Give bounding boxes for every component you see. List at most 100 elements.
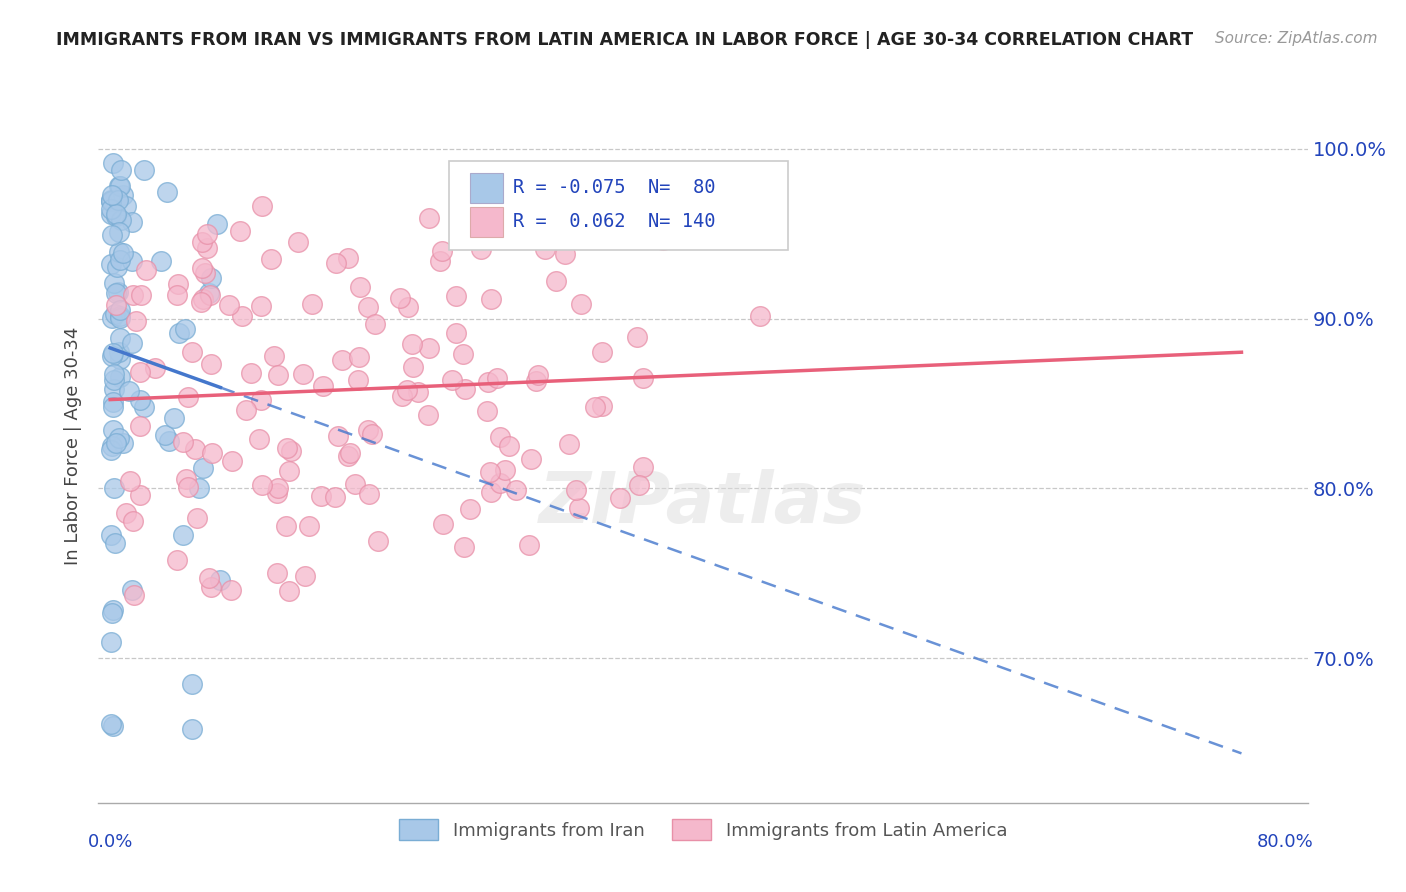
Point bbox=[105, 436, 128, 450]
Point bbox=[235, 402, 257, 417]
Bar bbox=[470, 173, 503, 203]
Point bbox=[432, 517, 454, 532]
Point bbox=[231, 309, 253, 323]
Point bbox=[191, 261, 214, 276]
Point bbox=[347, 350, 370, 364]
Point bbox=[105, 297, 128, 311]
Point bbox=[200, 287, 222, 301]
Point bbox=[105, 207, 128, 221]
Point bbox=[103, 276, 125, 290]
Point bbox=[128, 365, 150, 379]
Point bbox=[357, 300, 380, 314]
Point bbox=[121, 214, 143, 228]
Point bbox=[166, 553, 188, 567]
Point bbox=[186, 510, 208, 524]
Point bbox=[291, 367, 314, 381]
Point bbox=[249, 393, 271, 408]
Point bbox=[181, 722, 204, 736]
Point bbox=[108, 331, 131, 345]
Point bbox=[266, 485, 288, 500]
Point bbox=[239, 366, 262, 380]
Point bbox=[101, 187, 124, 202]
Point bbox=[219, 582, 242, 597]
Point bbox=[103, 156, 125, 170]
Point bbox=[121, 583, 143, 598]
Point bbox=[201, 446, 224, 460]
Point bbox=[193, 266, 215, 280]
Point bbox=[568, 501, 591, 516]
Point bbox=[454, 382, 477, 396]
Point bbox=[129, 287, 152, 301]
Point bbox=[100, 202, 122, 216]
FancyBboxPatch shape bbox=[449, 161, 787, 250]
Point bbox=[451, 347, 474, 361]
Point bbox=[430, 244, 453, 258]
Point bbox=[191, 461, 214, 475]
Point bbox=[541, 232, 564, 246]
Point bbox=[357, 424, 380, 438]
Point bbox=[349, 280, 371, 294]
Point bbox=[548, 188, 571, 202]
Point bbox=[101, 227, 124, 242]
Point bbox=[396, 300, 419, 314]
Point bbox=[100, 635, 122, 649]
Point bbox=[364, 317, 387, 331]
Point bbox=[110, 213, 132, 227]
Point bbox=[418, 341, 440, 355]
Point bbox=[104, 307, 127, 321]
Point bbox=[195, 241, 218, 255]
Point bbox=[440, 373, 463, 387]
Point bbox=[153, 428, 176, 442]
Point bbox=[100, 717, 122, 731]
Point bbox=[470, 242, 492, 256]
Point bbox=[247, 432, 270, 446]
Point bbox=[221, 454, 243, 468]
Point bbox=[191, 235, 214, 249]
Point bbox=[125, 314, 148, 328]
Point bbox=[297, 518, 319, 533]
Point bbox=[180, 345, 202, 359]
Point bbox=[280, 444, 302, 458]
Point bbox=[101, 349, 124, 363]
Point bbox=[100, 194, 122, 209]
Point bbox=[157, 434, 180, 448]
Point bbox=[591, 400, 613, 414]
Point bbox=[103, 373, 125, 387]
Point bbox=[344, 476, 367, 491]
Point bbox=[527, 368, 550, 382]
Point bbox=[183, 442, 205, 456]
Point bbox=[558, 436, 581, 450]
Point bbox=[389, 291, 412, 305]
Point bbox=[111, 246, 134, 260]
Point bbox=[167, 326, 190, 340]
Point bbox=[309, 489, 332, 503]
Point bbox=[132, 400, 155, 414]
Point bbox=[190, 295, 212, 310]
Point bbox=[107, 285, 129, 300]
Point bbox=[505, 483, 527, 497]
Point bbox=[104, 286, 127, 301]
Text: Source: ZipAtlas.com: Source: ZipAtlas.com bbox=[1215, 31, 1378, 46]
Point bbox=[103, 383, 125, 397]
Point bbox=[337, 449, 360, 463]
Point bbox=[278, 584, 301, 599]
Point bbox=[534, 243, 557, 257]
Point bbox=[118, 384, 141, 399]
Point bbox=[200, 580, 222, 594]
Point bbox=[485, 371, 508, 385]
Point bbox=[252, 199, 274, 213]
Point bbox=[107, 260, 129, 274]
Point bbox=[121, 336, 143, 351]
Point bbox=[105, 209, 128, 223]
Point bbox=[108, 225, 131, 239]
Point bbox=[100, 194, 122, 209]
Point bbox=[259, 252, 281, 266]
Point bbox=[323, 490, 346, 504]
Point bbox=[477, 375, 499, 389]
Point bbox=[278, 464, 301, 478]
Point bbox=[633, 460, 655, 475]
Point bbox=[583, 400, 606, 414]
Point bbox=[360, 426, 382, 441]
Point bbox=[609, 491, 631, 505]
Point bbox=[267, 368, 290, 382]
